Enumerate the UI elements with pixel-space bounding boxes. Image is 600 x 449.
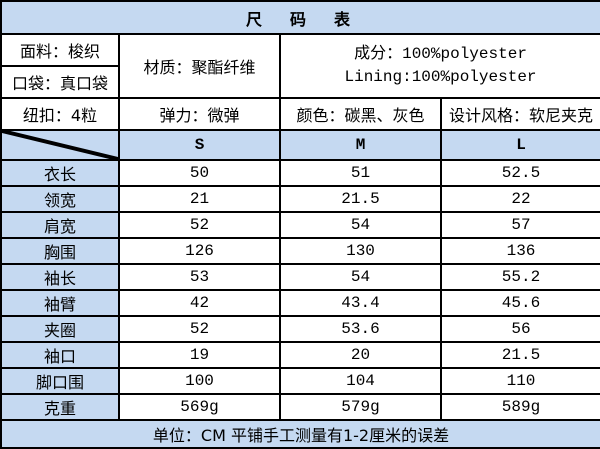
buttons-info: 纽扣：4粒 bbox=[0, 97, 120, 131]
cell-value: 110 bbox=[439, 367, 600, 395]
row-label: 脚口围 bbox=[0, 367, 120, 395]
table-row: 袖臂 42 43.4 45.6 bbox=[0, 289, 600, 317]
cell-value: 100 bbox=[118, 367, 281, 395]
cell-value: 21.5 bbox=[279, 185, 442, 213]
row-label: 袖臂 bbox=[0, 289, 120, 317]
size-column-m: M bbox=[279, 129, 442, 161]
cell-value: 579g bbox=[279, 393, 442, 421]
size-column-l: L bbox=[439, 129, 600, 161]
cell-value: 57 bbox=[439, 211, 600, 239]
material-info: 材质：聚酯纤维 bbox=[118, 33, 281, 99]
cell-value: 130 bbox=[279, 237, 442, 265]
table-row: 胸围 126 130 136 bbox=[0, 237, 600, 265]
cell-value: 104 bbox=[279, 367, 442, 395]
row-label: 胸围 bbox=[0, 237, 120, 265]
cell-value: 52 bbox=[118, 315, 281, 343]
row-label: 袖口 bbox=[0, 341, 120, 369]
cell-value: 55.2 bbox=[439, 263, 600, 291]
design-style-info: 设计风格：软尼夹克 bbox=[439, 97, 600, 131]
cell-value: 54 bbox=[279, 211, 442, 239]
cell-value: 22 bbox=[439, 185, 600, 213]
elasticity-info: 弹力：微弹 bbox=[118, 97, 281, 131]
table-row: 袖长 53 54 55.2 bbox=[0, 263, 600, 291]
cell-value: 50 bbox=[118, 159, 281, 187]
cell-value: 589g bbox=[439, 393, 600, 421]
row-label: 夹圈 bbox=[0, 315, 120, 343]
table-row: 袖口 19 20 21.5 bbox=[0, 341, 600, 369]
table-row: 领宽 21 21.5 22 bbox=[0, 185, 600, 213]
composition-info: 成分：100%polyester Lining:100%polyester bbox=[278, 33, 600, 99]
composition-line2: Lining:100%polyester bbox=[344, 68, 537, 86]
table-row: 脚口围 100 104 110 bbox=[0, 367, 600, 395]
row-label: 肩宽 bbox=[0, 211, 120, 239]
size-column-s: S bbox=[118, 129, 281, 161]
row-label: 克重 bbox=[0, 393, 120, 421]
row-label: 袖长 bbox=[0, 263, 120, 291]
cell-value: 52 bbox=[118, 211, 281, 239]
cell-value: 53.6 bbox=[279, 315, 442, 343]
row-label: 衣长 bbox=[0, 159, 120, 187]
cell-value: 20 bbox=[279, 341, 442, 369]
table-row: 夹圈 52 53.6 56 bbox=[0, 315, 600, 343]
table-row: 衣长 50 51 52.5 bbox=[0, 159, 600, 187]
page-title: 尺 码 表 bbox=[0, 0, 600, 35]
cell-value: 52.5 bbox=[439, 159, 600, 187]
cell-value: 21.5 bbox=[439, 341, 600, 369]
color-info: 颜色：碳黑、灰色 bbox=[279, 97, 442, 131]
cell-value: 45.6 bbox=[439, 289, 600, 317]
table-row: 克重 569g 579g 589g bbox=[0, 393, 600, 421]
cell-value: 43.4 bbox=[279, 289, 442, 317]
cell-value: 21 bbox=[118, 185, 281, 213]
cell-value: 136 bbox=[439, 237, 600, 265]
cell-value: 54 bbox=[279, 263, 442, 291]
composition-line1: 成分：100%polyester bbox=[354, 45, 527, 63]
diagonal-line bbox=[2, 131, 118, 159]
measurement-note: 单位：CM 平铺手工测量有1-2厘米的误差 bbox=[0, 419, 600, 449]
fabric-info: 面料：梭织 bbox=[0, 33, 120, 67]
cell-value: 126 bbox=[118, 237, 281, 265]
row-label: 领宽 bbox=[0, 185, 120, 213]
cell-value: 42 bbox=[118, 289, 281, 317]
cell-value: 51 bbox=[279, 159, 442, 187]
pocket-info: 口袋：真口袋 bbox=[0, 65, 120, 99]
cell-value: 56 bbox=[439, 315, 600, 343]
diagonal-header-cell bbox=[0, 129, 120, 161]
table-row: 肩宽 52 54 57 bbox=[0, 211, 600, 239]
cell-value: 19 bbox=[118, 341, 281, 369]
cell-value: 569g bbox=[118, 393, 281, 421]
cell-value: 53 bbox=[118, 263, 281, 291]
